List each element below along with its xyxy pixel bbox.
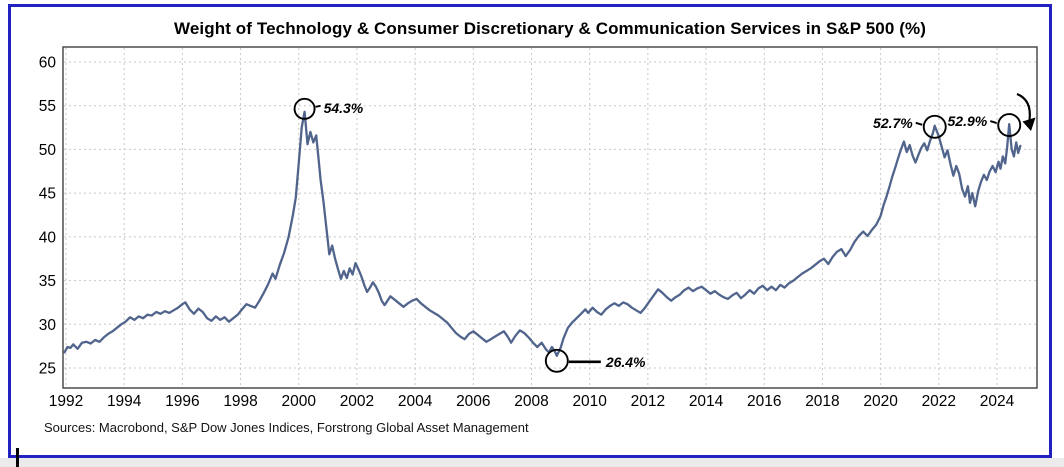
x-axis-labels: 1992 1994 1996 1998 2000 2002 2004 2006 2008 2010…	[49, 393, 1015, 410]
annotation-connector	[315, 104, 321, 108]
weight-line	[63, 110, 1022, 357]
plot-border	[62, 46, 1038, 389]
x-tick-label: 2002	[340, 393, 374, 410]
x-tick-label: 2006	[456, 393, 490, 410]
annotation-trough-2009: 26.4%	[544, 348, 646, 373]
x-tick-label: 2014	[689, 393, 724, 410]
arrow-shaft	[1016, 92, 1031, 121]
y-tick-label: 60	[39, 55, 57, 72]
annotation-circle-icon	[293, 97, 316, 120]
x-tick-label: 2018	[805, 393, 839, 410]
annotation-circle-icon	[997, 113, 1022, 138]
annotation-label: 26.4%	[605, 354, 646, 370]
y-tick-label: 30	[39, 317, 57, 334]
annotation-circle-icon	[544, 348, 569, 373]
y-tick-label: 45	[39, 186, 56, 203]
annotation-peak-2024: 52.9%	[948, 113, 1022, 138]
annotation-label: 52.7%	[873, 115, 913, 131]
x-tick-label: 2022	[922, 393, 956, 410]
bottom-shadow-strip	[0, 458, 1064, 467]
x-tick-label: 1992	[49, 393, 83, 410]
y-tick-label: 35	[39, 273, 56, 290]
annotation-peak-2021: 52.7%	[873, 114, 947, 139]
x-tick-label: 2024	[980, 393, 1015, 410]
annotation-peak-2000: 54.3%	[293, 97, 364, 120]
x-tick-label: 1998	[223, 393, 257, 410]
chart-title: Weight of Technology & Consumer Discreti…	[174, 19, 926, 38]
y-axis-labels: 25 30 35 40 45 50 55 60	[39, 55, 57, 378]
annotation-label: 52.9%	[948, 113, 988, 129]
annotation-connector	[989, 120, 998, 124]
x-tick-label: 2008	[514, 393, 548, 410]
trend-arrow-icon	[1016, 92, 1036, 131]
x-tick-label: 2000	[282, 393, 317, 410]
x-tick-label: 2020	[863, 393, 898, 410]
annotation-label: 54.3%	[324, 100, 364, 116]
x-tick-label: 2010	[572, 393, 607, 410]
x-tick-label: 1996	[165, 393, 199, 410]
x-tick-label: 1994	[107, 393, 142, 410]
source-note: Sources: Macrobond, S&P Dow Jones Indice…	[44, 420, 529, 435]
grid-layer	[64, 48, 1036, 387]
x-tick-label: 2016	[747, 393, 781, 410]
x-tick-label: 2004	[398, 393, 433, 410]
y-tick-label: 40	[39, 229, 57, 246]
x-tick-label: 2012	[631, 393, 665, 410]
y-tick-label: 50	[39, 142, 57, 159]
text-cursor-artifact	[16, 448, 19, 467]
annotation-circle-icon	[922, 114, 947, 139]
arrow-head	[1022, 117, 1036, 131]
y-tick-label: 25	[39, 361, 56, 378]
annotation-connector	[915, 121, 923, 126]
y-tick-label: 55	[39, 98, 56, 115]
annotations-layer: 54.3% 26.4% 52.7% 52.9%	[293, 97, 1022, 373]
